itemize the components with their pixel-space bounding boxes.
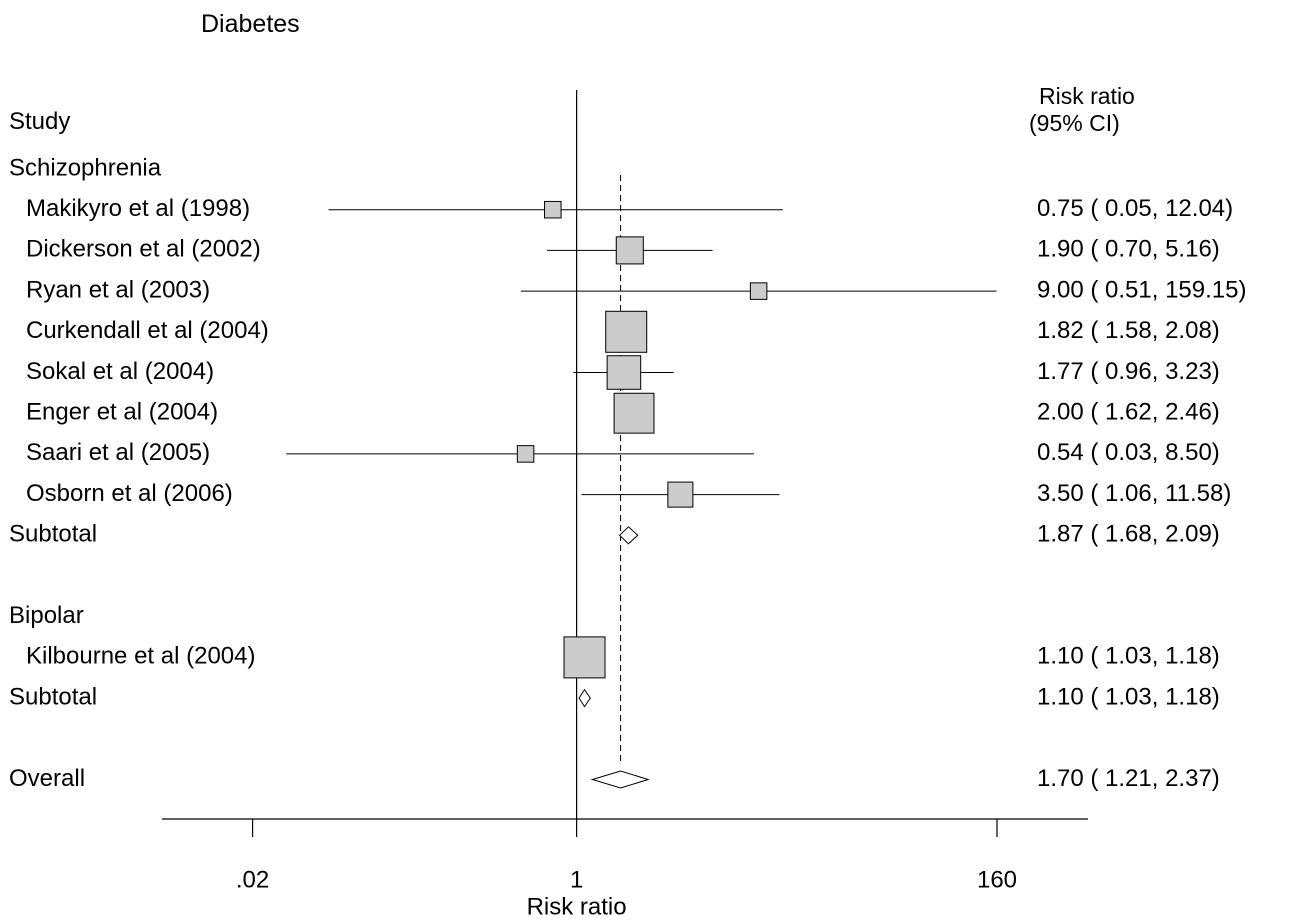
subtotal-diamond (618, 526, 639, 545)
study-weight-box (749, 282, 768, 300)
effect-column-header: Risk ratio (95% CI) (1029, 83, 1135, 137)
effect-ci-text: 1.77 ( 0.96, 3.23) (1037, 358, 1220, 385)
effect-header-line2: (95% CI) (1029, 110, 1120, 136)
subtotal-label: Subtotal (9, 521, 97, 548)
group-label: Schizophrenia (9, 154, 162, 181)
study-label: Curkendall et al (2004) (26, 317, 269, 344)
effect-ci-text: 0.54 ( 0.03, 8.50) (1037, 439, 1220, 466)
study-label: Dickerson et al (2002) (26, 236, 261, 263)
effect-ci-text: 1.82 ( 1.58, 2.08) (1037, 317, 1220, 344)
subtotal-label: Subtotal (9, 683, 97, 710)
study-label: Enger et al (2004) (26, 399, 218, 426)
study-label: Osborn et al (2006) (26, 480, 233, 507)
study-weight-box (516, 445, 535, 463)
effect-ci-text: 9.00 ( 0.51, 159.15) (1037, 276, 1246, 303)
chart-title: Diabetes (201, 10, 300, 38)
effect-ci-text: 0.75 ( 0.05, 12.04) (1037, 195, 1233, 222)
subtotal-diamond (578, 688, 591, 708)
effect-ci-text: 1.70 ( 1.21, 2.37) (1037, 765, 1220, 792)
study-label: Saari et al (2005) (26, 439, 210, 466)
effect-ci-text: 1.10 ( 1.03, 1.18) (1037, 683, 1220, 710)
study-weight-box (615, 236, 644, 265)
x-tick-label: .02 (236, 866, 269, 893)
overall-diamond (590, 770, 650, 789)
effect-ci-text: 1.90 ( 0.70, 5.16) (1037, 236, 1220, 263)
study-weight-box (605, 310, 648, 353)
x-tick-label: 1 (570, 866, 583, 893)
study-label: Ryan et al (2003) (26, 276, 210, 303)
effect-header-line1: Risk ratio (1039, 83, 1135, 109)
effect-ci-text: 2.00 ( 1.62, 2.46) (1037, 399, 1220, 426)
x-axis-label: Risk ratio (527, 893, 627, 920)
study-label: Kilbourne et al (2004) (26, 643, 255, 670)
x-tick-label: 160 (977, 866, 1017, 893)
study-weight-box (563, 636, 606, 679)
group-label: Bipolar (9, 602, 84, 629)
effect-ci-text: 1.87 ( 1.68, 2.09) (1037, 521, 1220, 548)
study-weight-box (667, 481, 694, 508)
study-weight-box (544, 200, 562, 219)
study-label: Sokal et al (2004) (26, 358, 214, 385)
effect-ci-text: 3.50 ( 1.06, 11.58) (1037, 480, 1231, 507)
effect-ci-text: 1.10 ( 1.03, 1.18) (1037, 643, 1220, 670)
study-column-header: Study (9, 108, 71, 135)
study-weight-box (606, 355, 642, 390)
overall-label: Overall (9, 765, 85, 792)
study-label: Makikyro et al (1998) (26, 195, 250, 222)
study-weight-box (613, 392, 655, 434)
